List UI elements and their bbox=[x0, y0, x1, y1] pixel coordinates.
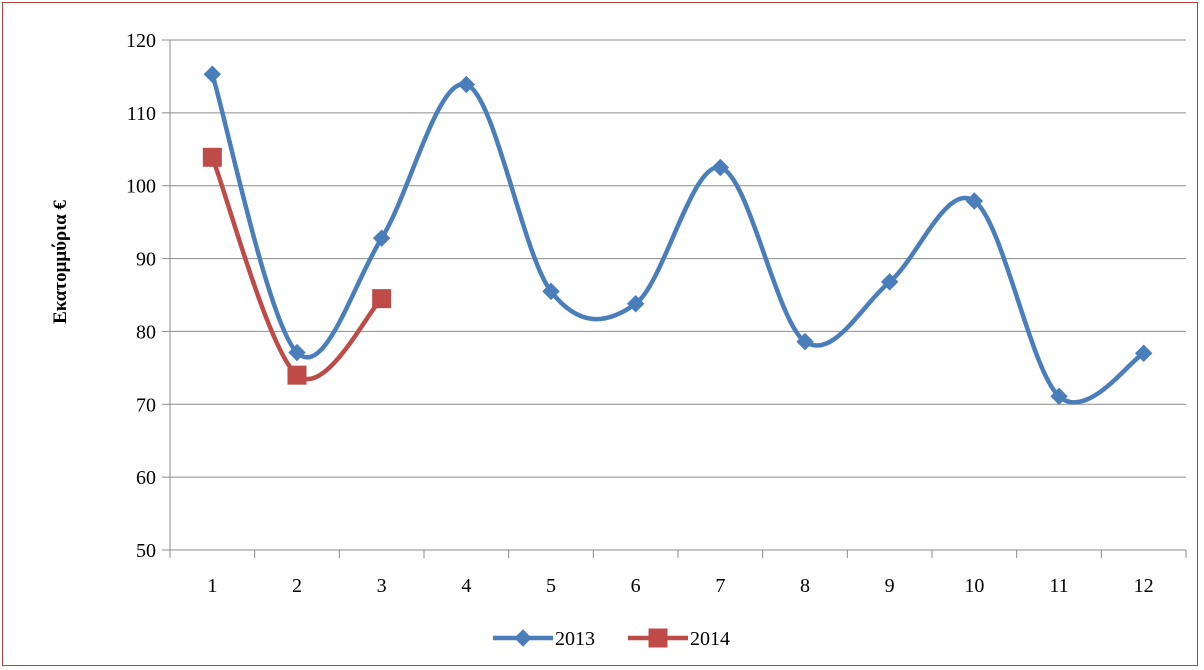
data-point-2013-5 bbox=[542, 282, 560, 301]
y-tick-label: 70 bbox=[136, 394, 156, 416]
y-tick-label: 60 bbox=[136, 467, 156, 489]
data-point-2013-7 bbox=[711, 158, 730, 177]
x-tick-label: 11 bbox=[1049, 575, 1068, 597]
x-tick-label: 12 bbox=[1134, 575, 1154, 597]
data-point-2014-3 bbox=[372, 289, 392, 309]
y-axis-title: Εκατομμύρια € bbox=[50, 200, 71, 324]
x-tick-label: 4 bbox=[461, 575, 471, 597]
y-tick-label: 110 bbox=[127, 103, 156, 125]
x-tick-label: 10 bbox=[964, 575, 984, 597]
x-tick-label: 5 bbox=[546, 575, 556, 597]
data-point-2013-11 bbox=[1050, 387, 1068, 405]
data-point-2013-4 bbox=[457, 75, 476, 94]
data-point-2014-2 bbox=[287, 365, 307, 385]
y-tick-label: 80 bbox=[136, 321, 156, 343]
legend-label-2013: 2013 bbox=[555, 628, 595, 650]
legend-label-2014: 2014 bbox=[690, 628, 730, 650]
series-2014 bbox=[202, 147, 392, 385]
legend: 2013 2014 bbox=[493, 628, 730, 650]
data-point-2013-12 bbox=[1134, 344, 1153, 362]
series-2013 bbox=[203, 65, 1153, 405]
data-point-2013-6 bbox=[626, 295, 645, 313]
data-point-2014-1 bbox=[202, 147, 222, 167]
x-tick-label: 3 bbox=[377, 575, 387, 597]
legend-marker-2013 bbox=[514, 629, 532, 647]
data-point-2013-3 bbox=[372, 229, 391, 247]
y-tick-label: 120 bbox=[126, 30, 156, 52]
series-group bbox=[202, 65, 1153, 405]
x-tick-label: 6 bbox=[631, 575, 641, 597]
y-tick-label: 90 bbox=[136, 249, 156, 271]
legend-item-2013: 2013 bbox=[493, 628, 595, 650]
x-tick-label: 9 bbox=[885, 575, 895, 597]
legend-marker-2014 bbox=[648, 628, 668, 648]
x-tick-label: 2 bbox=[292, 575, 302, 597]
axes bbox=[169, 40, 1186, 551]
y-tick-label: 100 bbox=[126, 176, 156, 198]
data-point-2013-10 bbox=[965, 192, 984, 210]
x-axis-ticks: 1 2 3 4 5 6 7 8 9 10 11 12 bbox=[169, 550, 1187, 597]
data-point-2013-2 bbox=[288, 343, 306, 362]
data-point-2013-1 bbox=[203, 65, 222, 83]
series-line-2013 bbox=[210, 71, 1146, 405]
y-tick-label: 50 bbox=[136, 540, 156, 562]
y-axis-ticks: 50 60 70 80 90 100 110 120 bbox=[126, 30, 170, 562]
x-tick-label: 1 bbox=[207, 575, 217, 597]
x-tick-label: 7 bbox=[715, 575, 725, 597]
data-point-2013-8 bbox=[796, 332, 814, 351]
data-point-2013-9 bbox=[880, 273, 899, 291]
gridlines bbox=[170, 39, 1186, 478]
x-tick-label: 8 bbox=[800, 575, 810, 597]
legend-item-2014: 2014 bbox=[628, 628, 730, 650]
